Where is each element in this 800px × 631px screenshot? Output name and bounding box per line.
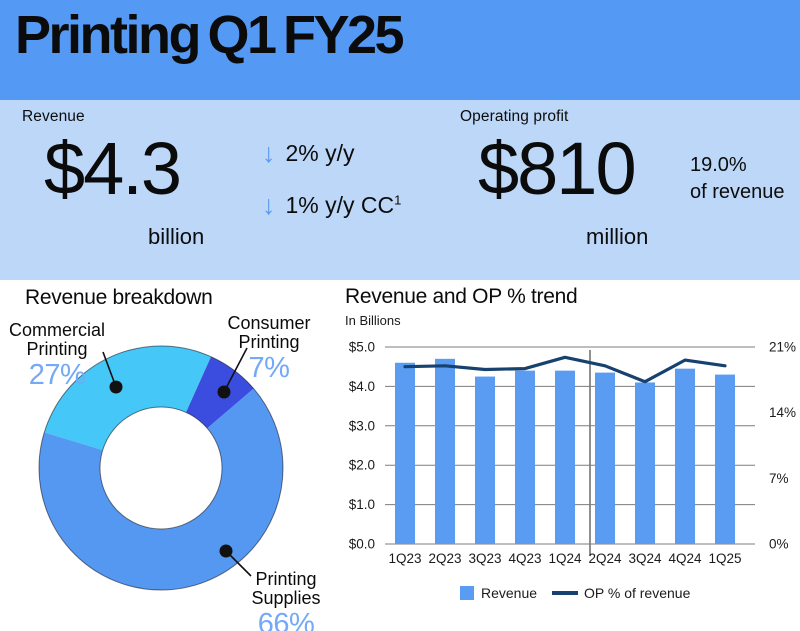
arrow-down-icon: ↓ (262, 189, 276, 220)
legend-revenue-label: Revenue (481, 585, 537, 601)
revenue-bar-3Q23 (475, 376, 495, 544)
revenue-unit: billion (148, 224, 205, 249)
x-axis-label-3Q24: 3Q24 (628, 551, 662, 566)
printing-supplies-percent: 66% (257, 607, 315, 631)
arrow-down-icon: ↓ (262, 137, 276, 168)
x-axis-label-2Q24: 2Q24 (588, 551, 622, 566)
revenue-bar-4Q24 (675, 368, 695, 544)
legend-op-label: OP % of revenue (584, 585, 691, 601)
kpi-band: Revenue $4.3 billion ↓ 2% y/y ↓ 1% y/y C… (0, 100, 800, 280)
revenue-change-yoy-text: 2% y/y (285, 139, 355, 166)
combo-chart-subtitle: In Billions (345, 313, 401, 328)
x-axis-label-1Q25: 1Q25 (708, 551, 741, 566)
consumer-leader-dot (217, 385, 231, 399)
right-axis-tick: 0% (769, 537, 789, 552)
combo-chart-title: Revenue and OP % trend (345, 285, 578, 308)
revenue-bar-1Q25 (715, 374, 735, 544)
operating-profit-label: Operating profit (460, 108, 569, 125)
revenue-change-cc: ↓ 1% y/y CC1 (262, 188, 401, 222)
supplies-leader-dot (219, 544, 233, 558)
revenue-value: $4.3 (44, 127, 182, 210)
operating-profit-ratio: 19.0% of revenue (690, 152, 785, 206)
commercial-leader-dot (109, 380, 123, 394)
printing-supplies-label: Printing Supplies (251, 569, 321, 608)
revenue-bar-1Q23 (395, 362, 415, 544)
revenue-change-cc-text: 1% y/y CC1 (285, 191, 402, 218)
revenue-breakdown-donut-chart (38, 345, 284, 591)
op-percent-line (403, 355, 727, 384)
revenue-change-list: ↓ 2% y/y ↓ 1% y/y CC1 (262, 136, 401, 240)
revenue-bar-2Q23 (435, 358, 455, 544)
revenue-bar-4Q23 (515, 370, 535, 544)
revenue-change-yoy: ↓ 2% y/y (262, 136, 401, 170)
revenue-label: Revenue (22, 108, 85, 125)
page-title: Printing Q1 FY25 (15, 5, 405, 65)
x-axis-label-4Q23: 4Q23 (508, 551, 541, 566)
operating-profit-unit: million (586, 224, 649, 249)
x-axis-label-2Q23: 2Q23 (428, 551, 461, 566)
donut-label-printing-supplies: Printing Supplies 66% (237, 570, 335, 631)
right-axis-tick: 21% (769, 340, 796, 355)
footnote-ref: 1 (394, 191, 402, 207)
left-axis-tick: $3.0 (349, 418, 375, 433)
left-axis-tick: $2.0 (349, 458, 375, 473)
left-axis-tick: $0.0 (349, 537, 375, 552)
commercial-printing-percent: 27% (28, 358, 86, 391)
right-axis-tick: 14% (769, 405, 796, 420)
header-banner: Printing Q1 FY25 (0, 0, 800, 100)
left-axis-tick: $5.0 (349, 340, 375, 355)
op-ratio-percent: 19.0% (690, 154, 747, 176)
left-axis-tick: $1.0 (349, 497, 375, 512)
revenue-bar-2Q24 (595, 372, 615, 544)
operating-profit-value: $810 (478, 127, 637, 210)
revenue-op-trend-chart: $5.0 $4.0 $3.0 $2.0 $1.0 $0.0 21% 14% 7% 0% 1Q23 2Q… (349, 340, 796, 602)
x-axis-label-1Q23: 1Q23 (388, 551, 421, 566)
donut-label-consumer-printing: Consumer Printing 7% (213, 314, 325, 383)
right-axis-tick: 7% (769, 471, 789, 486)
x-axis-label-4Q24: 4Q24 (668, 551, 702, 566)
donut-chart-title: Revenue breakdown (25, 286, 213, 309)
commercial-printing-label: Commercial Printing (8, 320, 105, 359)
x-axis-label-1Q24: 1Q24 (548, 551, 582, 566)
left-axis-tick: $4.0 (349, 379, 375, 394)
revenue-bar-3Q24 (635, 382, 655, 544)
consumer-leader-line (223, 347, 248, 393)
x-axis-label-3Q23: 3Q23 (468, 551, 501, 566)
op-ratio-caption: of revenue (690, 181, 785, 203)
consumer-printing-percent: 7% (248, 351, 290, 384)
donut-outer-outline (38, 345, 284, 591)
donut-segment-printing-supplies (38, 388, 283, 590)
donut-inner-outline (99, 406, 223, 530)
consumer-printing-label: Consumer Printing (227, 313, 311, 352)
legend-revenue-swatch (460, 586, 474, 600)
revenue-bar-1Q24 (555, 370, 575, 544)
donut-label-commercial-printing: Commercial Printing 27% (0, 321, 114, 390)
